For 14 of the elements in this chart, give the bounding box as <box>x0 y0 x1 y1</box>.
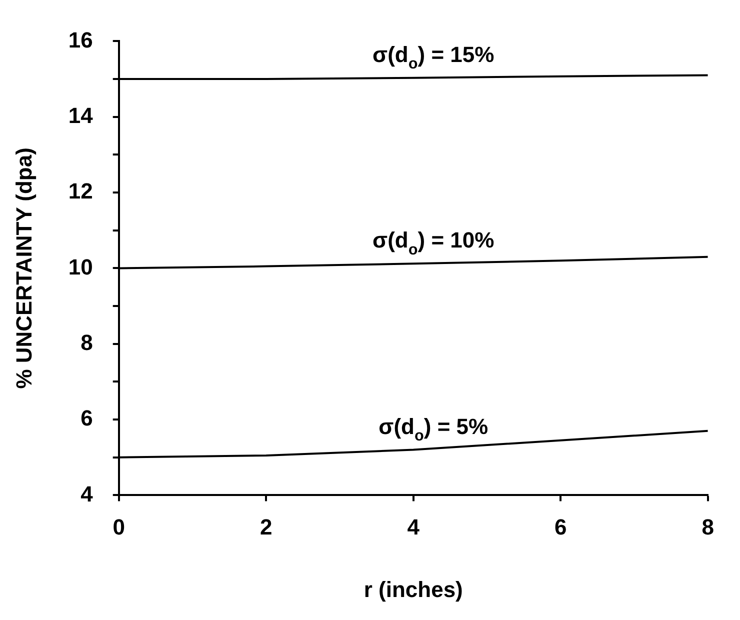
x-axis-title: r (inches) <box>364 576 463 602</box>
y-tick-label: 16 <box>68 27 93 52</box>
x-tick-label: 0 <box>112 514 125 540</box>
y-tick-label: 8 <box>80 330 93 355</box>
y-tick-label: 6 <box>80 406 93 431</box>
y-tick-label: 10 <box>68 254 93 280</box>
y-tick-label: 14 <box>68 102 94 128</box>
y-tick-label: 12 <box>68 178 93 204</box>
y-tick-label: 4 <box>80 481 94 506</box>
y-axis-title: % UNCERTAINTY (dpa) <box>11 148 36 389</box>
x-tick-label: 8 <box>702 514 714 540</box>
x-tick-label: 6 <box>554 514 567 540</box>
x-tick-label: 2 <box>260 514 272 540</box>
x-tick-label: 4 <box>407 514 420 540</box>
